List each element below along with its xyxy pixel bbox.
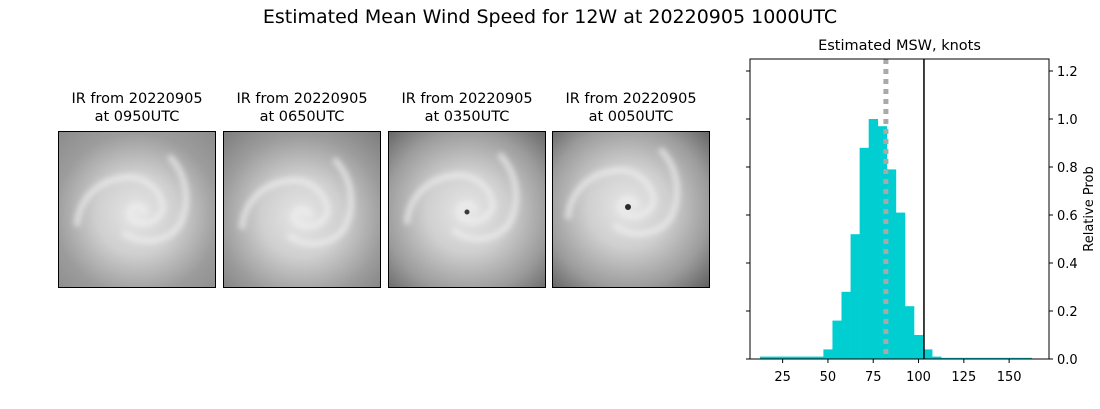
histogram-bar xyxy=(814,356,824,359)
ir-panel-title: IR from 20220905 at 0050UTC xyxy=(552,90,710,126)
histogram-bar xyxy=(868,119,879,359)
satellite-ir-image xyxy=(552,131,710,288)
y-tick-label: 0.4 xyxy=(1057,257,1078,272)
x-tick-label: 125 xyxy=(951,370,976,385)
y-tick-label: 0.6 xyxy=(1057,209,1078,224)
histogram-bar xyxy=(841,291,851,359)
histogram-bar xyxy=(995,357,1005,359)
x-tick-label: 75 xyxy=(865,370,882,385)
histogram-bar xyxy=(941,357,951,359)
ir-panel-title-line1: IR from 20220905 xyxy=(401,91,533,107)
satellite-ir-image xyxy=(388,131,546,288)
ir-panel-title-line1: IR from 20220905 xyxy=(236,91,368,107)
x-tick-label: 100 xyxy=(906,370,931,385)
histogram-bar xyxy=(805,356,815,359)
x-tick-label: 150 xyxy=(997,370,1022,385)
histogram-bar xyxy=(796,356,806,359)
ir-panel-3: IR from 20220905 at 0350UTC xyxy=(388,90,546,288)
ir-panel-title: IR from 20220905 at 0650UTC xyxy=(223,90,381,126)
ir-panel-title-line2: at 0650UTC xyxy=(259,109,345,125)
y-tick-label: 1.2 xyxy=(1057,65,1078,80)
y-tick-label: 0.2 xyxy=(1057,305,1078,320)
ir-panel-title-line1: IR from 20220905 xyxy=(71,91,203,107)
histogram-bar xyxy=(759,356,770,359)
satellite-ir-image xyxy=(223,131,381,288)
histogram-bar xyxy=(968,357,978,359)
histogram-bar xyxy=(877,126,888,359)
histogram-bar xyxy=(904,306,915,359)
histogram-bar xyxy=(1022,357,1033,359)
y-tick-label: 0.0 xyxy=(1057,353,1078,368)
histogram-bar xyxy=(895,212,906,359)
histogram-bar xyxy=(913,335,924,359)
x-tick-label: 50 xyxy=(820,370,837,385)
histogram-bar xyxy=(832,320,842,359)
histogram-bar xyxy=(1004,357,1014,359)
ir-panel-title-line2: at 0350UTC xyxy=(424,109,510,125)
histogram-bar xyxy=(787,356,797,359)
histogram-bar xyxy=(923,349,933,359)
chart-title: Estimated MSW, knots xyxy=(818,38,981,54)
x-tick-label: 25 xyxy=(774,370,791,385)
ir-panel-1: IR from 20220905 at 0950UTC xyxy=(58,90,216,288)
histogram-bar xyxy=(1013,357,1024,359)
figure-title: Estimated Mean Wind Speed for 12W at 202… xyxy=(262,6,838,28)
plot-frame xyxy=(749,58,1050,360)
histogram-bar xyxy=(778,356,788,359)
histogram-bar xyxy=(769,356,779,359)
ir-panel-title: IR from 20220905 at 0350UTC xyxy=(388,90,546,126)
y-axis-label: Relative Prob xyxy=(1082,166,1097,251)
satellite-ir-image xyxy=(58,131,216,288)
histogram-bar xyxy=(886,169,897,359)
ir-panel-title-line2: at 0050UTC xyxy=(588,109,674,125)
histogram-bar xyxy=(977,357,987,359)
y-tick-label: 0.8 xyxy=(1057,161,1078,176)
ir-panel-title-line2: at 0950UTC xyxy=(94,109,180,125)
ir-panel-title-line1: IR from 20220905 xyxy=(565,91,697,107)
histogram-bar xyxy=(950,357,960,359)
histogram-bar xyxy=(959,357,969,359)
y-tick-label: 1.0 xyxy=(1057,113,1078,128)
histogram-bar xyxy=(823,349,833,359)
ir-panel-title: IR from 20220905 at 0950UTC xyxy=(58,90,216,126)
histogram-bar xyxy=(859,147,869,359)
histogram-bar xyxy=(850,234,860,359)
histogram-bar xyxy=(932,356,942,359)
ir-panel-4: IR from 20220905 at 0050UTC xyxy=(552,90,710,288)
histogram-bar xyxy=(986,357,996,359)
ir-panel-2: IR from 20220905 at 0650UTC xyxy=(223,90,381,288)
